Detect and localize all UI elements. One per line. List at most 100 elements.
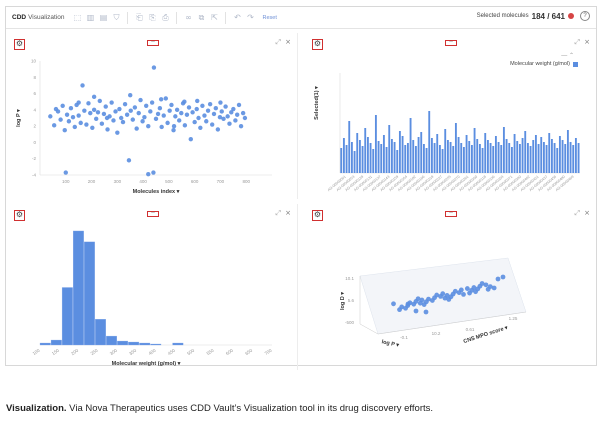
bar bbox=[478, 144, 481, 173]
panel-controls: ⤢ × bbox=[276, 38, 291, 47]
bar bbox=[348, 121, 351, 173]
bar bbox=[414, 146, 417, 173]
bar bbox=[361, 146, 364, 173]
bar-chart-selected[interactable]: AG-00000001AG-00000053AG-00000128AG-0000… bbox=[308, 33, 596, 199]
data-point bbox=[66, 119, 72, 124]
bookmark-remove-icon[interactable]: ⎙ bbox=[162, 12, 169, 22]
x-tick-label: 100 bbox=[62, 179, 70, 184]
filter-icon[interactable]: ⛉ bbox=[113, 12, 120, 22]
expand-icon[interactable]: ⤢ bbox=[574, 209, 581, 217]
reset-button[interactable]: Reset bbox=[262, 14, 277, 21]
bookmark-icon[interactable]: ⎗ bbox=[136, 12, 143, 22]
data-point bbox=[200, 103, 205, 108]
bar bbox=[374, 115, 377, 173]
bar bbox=[476, 139, 479, 173]
scatter-3d-chart[interactable]: 10.1 5.6 -500 -0.1 10.2 0.61 1.25 log D ▾ log P … bbox=[308, 204, 596, 370]
data-point bbox=[233, 118, 238, 123]
undo-icon[interactable]: ↶ bbox=[234, 12, 241, 22]
bar bbox=[494, 136, 497, 173]
x-tick-label: 650 bbox=[244, 347, 253, 356]
caption-title: Visualization. bbox=[6, 403, 67, 414]
gear-icon[interactable]: ⚙ bbox=[312, 39, 323, 50]
toolbar: CDD Visualization ⬚ ▥ ▤ ⛉ ⎗ ⎘ ⎙ ∞ ⧉ ⇱ ↶ … bbox=[6, 7, 596, 29]
bar bbox=[574, 138, 577, 173]
scatter-chart-logp[interactable]: 10 8 6 4 2 0 -2 -4 100 200 300 400 500 600 700 800 Molec… bbox=[10, 33, 298, 199]
data-point bbox=[128, 108, 133, 113]
gear-icon[interactable]: ⚙ bbox=[312, 210, 323, 221]
data-point bbox=[182, 99, 187, 104]
data-point bbox=[434, 292, 440, 298]
bar bbox=[500, 145, 503, 173]
bar bbox=[577, 143, 580, 173]
data-point bbox=[192, 119, 197, 125]
data-point bbox=[82, 108, 87, 113]
data-point bbox=[205, 108, 211, 113]
data-point bbox=[104, 115, 110, 121]
bar bbox=[396, 150, 399, 173]
data-point bbox=[91, 107, 97, 113]
x-tick-label: 800 bbox=[242, 179, 250, 184]
histogram-chart[interactable]: 100 150 200 250 300 350 400 450 500 550 600 650 700 M… bbox=[10, 204, 298, 370]
histogram-bar bbox=[95, 319, 106, 346]
data-point bbox=[62, 128, 67, 133]
bar bbox=[505, 139, 508, 173]
close-icon[interactable]: × bbox=[285, 38, 291, 46]
export-icon[interactable]: ⇱ bbox=[211, 12, 218, 22]
bar-chart-icon[interactable]: ▥ bbox=[86, 12, 95, 22]
x-tick-label: 300 bbox=[109, 347, 118, 356]
data-point bbox=[238, 123, 244, 129]
selection-status-icon[interactable] bbox=[568, 13, 574, 19]
close-icon[interactable]: × bbox=[285, 209, 291, 217]
data-point bbox=[93, 116, 99, 122]
link-icon[interactable]: ∞ bbox=[185, 12, 192, 22]
bar bbox=[398, 131, 401, 173]
close-icon[interactable]: × bbox=[584, 209, 590, 217]
x-tick-label: 400 bbox=[139, 179, 147, 184]
data-point bbox=[213, 106, 219, 111]
bar bbox=[342, 138, 345, 173]
histogram-icon[interactable]: ▤ bbox=[99, 12, 108, 22]
drag-handle-icon[interactable]: ═ bbox=[147, 211, 159, 217]
bar bbox=[425, 148, 428, 173]
expand-icon[interactable]: ⤢ bbox=[275, 209, 282, 217]
data-point bbox=[149, 100, 155, 105]
brand-logo: CDD bbox=[12, 14, 27, 21]
data-point bbox=[90, 125, 95, 130]
expand-icon[interactable]: ⤢ bbox=[574, 38, 581, 46]
bar bbox=[390, 139, 393, 173]
redo-icon[interactable]: ↷ bbox=[247, 12, 254, 22]
data-point bbox=[99, 121, 105, 126]
drag-handle-icon[interactable]: ═ bbox=[445, 40, 457, 46]
close-icon[interactable]: × bbox=[584, 38, 590, 46]
data-point bbox=[115, 130, 120, 135]
bar bbox=[537, 144, 540, 173]
data-point bbox=[126, 158, 132, 163]
data-point bbox=[198, 125, 203, 130]
bookmark-add-icon[interactable]: ⎘ bbox=[149, 12, 156, 22]
bar bbox=[340, 148, 343, 173]
legend[interactable]: Molecular weight (g/mol) bbox=[510, 61, 578, 67]
bar bbox=[558, 136, 561, 173]
selection-count: 184 / 641 bbox=[531, 11, 565, 21]
bar bbox=[470, 145, 473, 173]
data-point bbox=[196, 115, 201, 121]
copy-icon[interactable]: ⧉ bbox=[198, 12, 205, 22]
gear-icon[interactable]: ⚙ bbox=[14, 39, 25, 50]
data-point bbox=[119, 115, 124, 121]
gear-icon[interactable]: ⚙ bbox=[14, 210, 25, 221]
data-point bbox=[155, 111, 161, 117]
x-tick-label: 200 bbox=[88, 179, 96, 184]
drag-handle-icon[interactable]: ═ bbox=[445, 211, 457, 217]
data-point bbox=[215, 127, 221, 132]
help-icon[interactable]: ? bbox=[580, 11, 590, 21]
drag-handle-icon[interactable]: ═ bbox=[147, 40, 159, 46]
expand-icon[interactable]: ⤢ bbox=[275, 38, 282, 46]
data-point bbox=[207, 101, 213, 107]
bar bbox=[372, 149, 375, 173]
legend-toggle-icon[interactable]: — ⌃ bbox=[561, 53, 574, 59]
histogram-bar bbox=[139, 342, 151, 346]
data-point bbox=[464, 286, 470, 291]
data-point bbox=[117, 106, 122, 112]
lasso-icon[interactable]: ⬚ bbox=[73, 12, 82, 22]
y-tick-label: 8 bbox=[33, 75, 36, 80]
